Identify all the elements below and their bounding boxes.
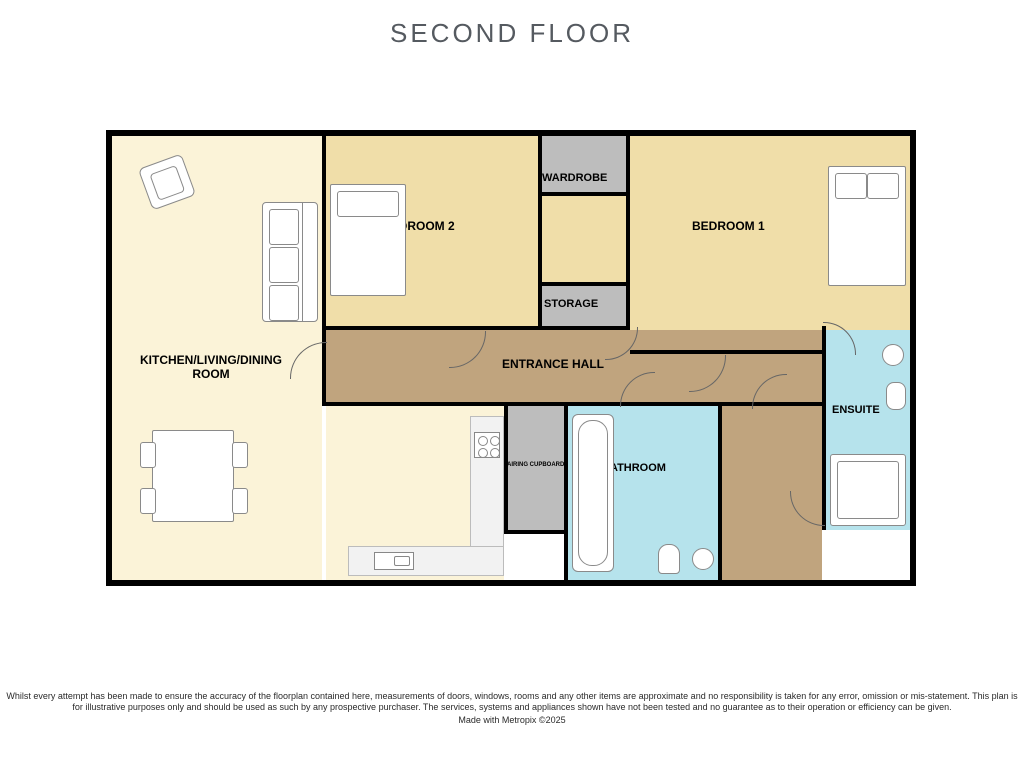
inner-wall (542, 282, 626, 286)
toilet-ensuite (886, 382, 906, 410)
kitchen-counter-h (348, 546, 504, 576)
label-ensuite: ENSUITE (832, 404, 880, 417)
floorplan: KITCHEN/LIVING/DINING ROOMBEDROOM 2WARDR… (106, 130, 916, 586)
inner-wall (538, 136, 542, 330)
inner-wall (542, 192, 626, 196)
toilet-bathroom (658, 544, 680, 574)
label-living: KITCHEN/LIVING/DINING ROOM (140, 354, 282, 382)
inner-wall (564, 406, 568, 580)
shower-ensuite (830, 454, 906, 526)
bathtub (572, 414, 614, 572)
sink-bathroom (692, 548, 714, 570)
hob (474, 432, 500, 458)
dining-chair (140, 442, 156, 468)
made-with-text: Made with Metropix ©2025 (0, 715, 1024, 725)
inner-wall (718, 406, 722, 580)
dining-table (152, 430, 234, 522)
label-wardrobe: WARDROBE (542, 172, 607, 185)
inner-wall (630, 350, 824, 354)
bed-2 (330, 184, 406, 296)
inner-wall (326, 326, 626, 330)
label-storage: STORAGE (544, 298, 598, 311)
label-hall: ENTRANCE HALL (502, 358, 604, 372)
inner-wall (626, 136, 630, 330)
inner-wall (504, 406, 508, 534)
inner-wall (508, 530, 564, 534)
dining-chair (232, 442, 248, 468)
label-bedroom1: BEDROOM 1 (692, 220, 765, 234)
dining-chair (232, 488, 248, 514)
sink-ensuite (882, 344, 904, 366)
disclaimer-text: Whilst every attempt has been made to en… (0, 691, 1024, 714)
bed-1 (828, 166, 906, 286)
dining-chair (140, 488, 156, 514)
inner-wall (326, 402, 826, 406)
sink-kitchen (374, 552, 414, 570)
label-airing: AIRING CUPBOARD (507, 462, 564, 469)
sofa (262, 202, 318, 322)
page-title: SECOND FLOOR (0, 18, 1024, 49)
